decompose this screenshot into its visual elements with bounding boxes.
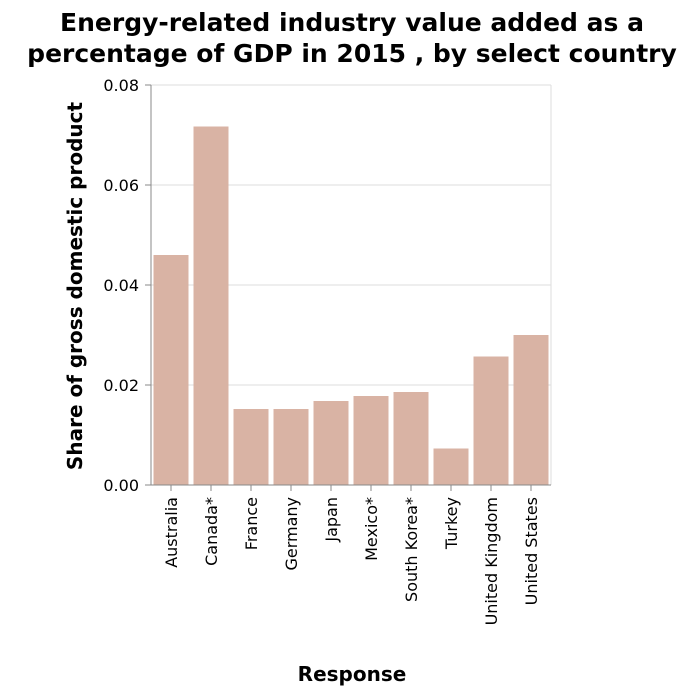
bar-south-korea xyxy=(393,392,429,485)
bar-japan xyxy=(313,401,349,485)
bar-australia xyxy=(153,255,189,485)
x-tick-label: South Korea* xyxy=(402,497,421,602)
x-axis-title: Response xyxy=(298,662,407,686)
y-tick-label: 0.02 xyxy=(103,376,139,395)
x-tick-label: United Kingdom xyxy=(482,497,501,625)
bar-turkey xyxy=(433,448,469,485)
x-tick-label: Turkey xyxy=(442,497,461,550)
y-tick-label: 0.00 xyxy=(103,476,139,495)
chart-title-line-2: percentage of GDP in 2015 , by select co… xyxy=(27,39,677,68)
x-tick-label: France xyxy=(242,497,261,550)
x-tick-label: United States xyxy=(522,497,541,605)
x-axis-ticks: Australia Canada* France Germany Japan Mexico… xyxy=(162,485,541,625)
bar-united-kingdom xyxy=(473,356,509,485)
x-tick-label: Canada* xyxy=(202,497,221,566)
bar-mexico xyxy=(353,396,389,485)
bar-france xyxy=(233,409,269,485)
y-axis-ticks: 0.00 0.02 0.04 0.06 0.08 xyxy=(103,76,151,495)
y-axis-title: Share of gross domestic product xyxy=(63,102,87,471)
bar-canada xyxy=(193,126,229,485)
y-tick-label: 0.06 xyxy=(103,176,139,195)
x-tick-label: Mexico* xyxy=(362,497,381,561)
y-tick-label: 0.08 xyxy=(103,76,139,95)
chart-title-line-1: Energy-related industry value added as a xyxy=(60,8,644,37)
bar-united-states xyxy=(513,335,549,485)
bar-germany xyxy=(273,409,309,485)
bars xyxy=(153,126,549,485)
x-tick-label: Australia xyxy=(162,497,181,568)
x-tick-label: Germany xyxy=(282,497,301,571)
y-tick-label: 0.04 xyxy=(103,276,139,295)
x-tick-label: Japan xyxy=(322,497,341,543)
